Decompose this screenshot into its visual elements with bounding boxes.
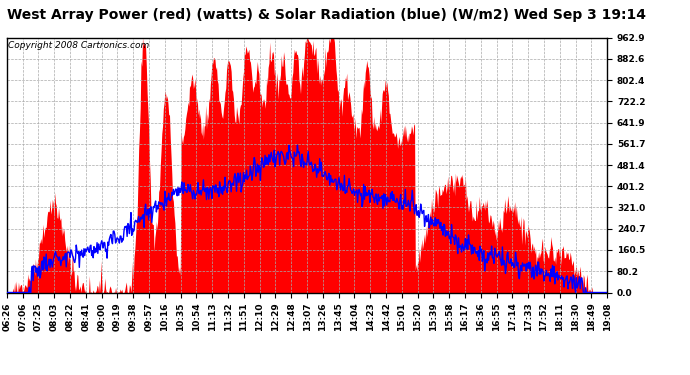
Text: Copyright 2008 Cartronics.com: Copyright 2008 Cartronics.com <box>8 41 149 50</box>
Text: West Array Power (red) (watts) & Solar Radiation (blue) (W/m2) Wed Sep 3 19:14: West Array Power (red) (watts) & Solar R… <box>7 8 646 21</box>
